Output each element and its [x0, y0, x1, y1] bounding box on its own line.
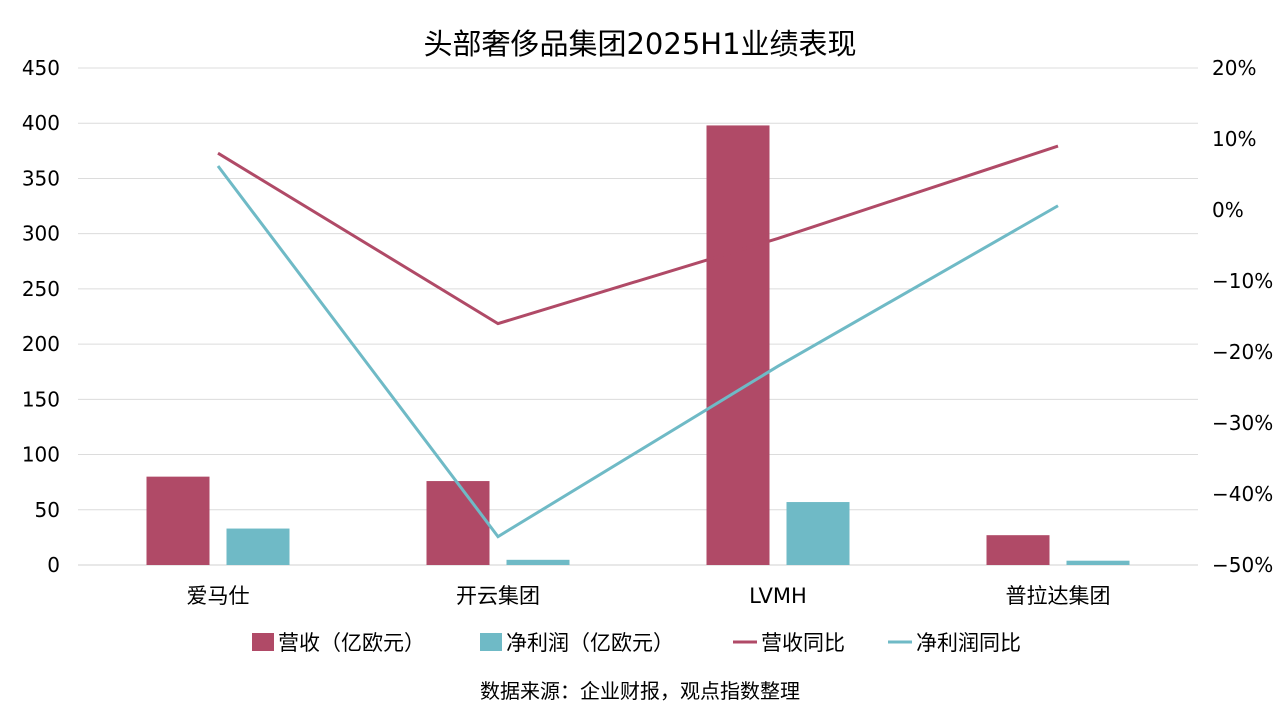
left-tick-label: 450 — [22, 56, 60, 80]
left-tick-label: 350 — [22, 166, 60, 190]
right-tick-label: −20% — [1212, 340, 1273, 364]
left-tick-label: 150 — [22, 387, 60, 411]
bars — [147, 125, 1130, 565]
gridlines — [78, 68, 1198, 565]
bar-revenue — [427, 481, 490, 565]
right-tick-label: −30% — [1212, 411, 1273, 435]
left-tick-label: 100 — [22, 443, 60, 467]
lines — [218, 146, 1058, 537]
chart-title: 头部奢侈品集团2025H1业绩表现 — [423, 27, 856, 61]
category-label: 开云集团 — [456, 584, 540, 608]
legend-swatch — [252, 633, 274, 651]
bar-net-profit — [507, 560, 570, 565]
right-tick-label: −40% — [1212, 482, 1273, 506]
bar-revenue — [707, 125, 770, 565]
category-label: LVMH — [749, 584, 807, 608]
bar-net-profit — [787, 502, 850, 565]
right-tick-label: 20% — [1212, 56, 1256, 80]
left-tick-label: 250 — [22, 277, 60, 301]
legend: 营收（亿欧元） 净利润（亿欧元） 营收同比 净利润同比 — [252, 631, 1021, 655]
legend-label: 净利润同比 — [916, 631, 1021, 655]
legend-swatch — [480, 633, 502, 651]
x-axis: 爱马仕 开云集团 LVMH 普拉达集团 — [187, 584, 1111, 608]
line-revenue-yoy — [218, 146, 1058, 324]
left-tick-label: 50 — [35, 498, 60, 522]
bar-revenue — [987, 535, 1050, 565]
bar-net-profit — [1067, 561, 1130, 565]
line-net-profit-yoy — [218, 166, 1058, 537]
category-label: 爱马仕 — [187, 584, 250, 608]
left-axis: 0 50 100 150 200 250 300 350 400 450 — [22, 56, 60, 577]
legend-label: 营收（亿欧元） — [278, 631, 425, 655]
right-axis: −50% −40% −30% −20% −10% 0% 10% 20% — [1212, 56, 1273, 577]
right-tick-label: −10% — [1212, 269, 1273, 293]
right-tick-label: 0% — [1212, 198, 1244, 222]
left-tick-label: 200 — [22, 332, 60, 356]
right-tick-label: 10% — [1212, 127, 1256, 151]
legend-label: 营收同比 — [761, 631, 845, 655]
left-tick-label: 300 — [22, 222, 60, 246]
bar-revenue — [147, 477, 210, 565]
category-label: 普拉达集团 — [1006, 584, 1111, 608]
right-tick-label: −50% — [1212, 553, 1273, 577]
left-tick-label: 400 — [22, 111, 60, 135]
bar-net-profit — [227, 529, 290, 565]
legend-label: 净利润（亿欧元） — [506, 631, 674, 655]
source-note: 数据来源：企业财报，观点指数整理 — [480, 679, 800, 703]
left-tick-label: 0 — [47, 553, 60, 577]
